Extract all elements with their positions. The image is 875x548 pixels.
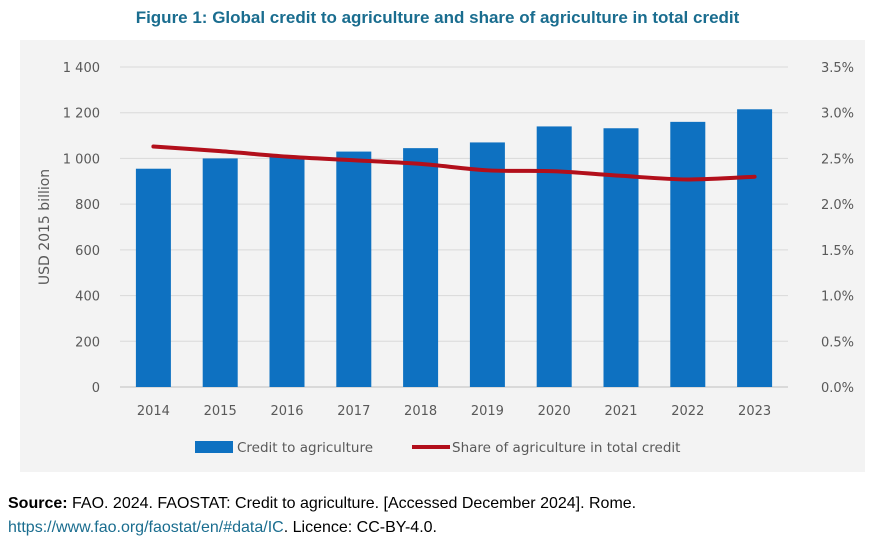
bar [670,121,706,387]
legend-swatch-bar [195,441,233,453]
x-tick-label: 2021 [604,404,637,419]
bar [336,151,372,387]
y2-tick-label: 2.5% [821,152,854,167]
x-tick-label: 2022 [671,404,704,419]
source-link[interactable]: https://www.fao.org/faostat/en/#data/IC [8,519,284,536]
bar [603,128,639,387]
y-tick-label: 600 [75,244,100,259]
bar [403,148,439,387]
x-tick-label: 2023 [738,404,771,419]
bar [469,142,505,387]
bar [536,126,572,387]
bar [135,168,171,387]
legend-label-bar: Credit to agriculture [237,440,373,456]
y2-tick-label: 3.0% [821,107,854,122]
chart-title: Figure 1: Global credit to agriculture a… [135,8,740,27]
source-label: Source: [8,495,68,512]
combo-chart: 0 200 400 600 800 1 000 1 200 1 400 0.0% 0.5% 1.0%… [37,61,854,456]
y2-tick-label: 0.5% [821,335,854,350]
source-text: FAO. 2024. FAOSTAT: Credit to agricultur… [67,495,637,512]
y2-tick-label: 1.0% [821,290,854,305]
source-licence: . Licence: CC-BY-4.0. [283,519,437,536]
y2-tick-label: 3.5% [821,61,854,76]
share-line [151,144,757,182]
y2-tick-label: 0.0% [821,381,854,396]
y2-tick-label: 2.0% [821,198,854,213]
x-tick-label: 2017 [337,404,370,419]
x-tick-label: 2016 [270,404,303,419]
y-tick-label: 200 [75,335,100,350]
y2-tick-label: 1.5% [821,244,854,259]
y-axis-title: USD 2015 billion [37,169,53,285]
x-tick-label: 2020 [538,404,571,419]
x-tick-label: 2015 [204,404,237,419]
x-tick-label: 2019 [471,404,504,419]
y-tick-label: 0 [92,381,100,396]
x-tick-label: 2018 [404,404,437,419]
source-note: Source: FAO. 2024. FAOSTAT: Credit to ag… [8,492,868,540]
bar [737,109,773,388]
y-tick-label: 400 [75,290,100,305]
bar [269,156,305,387]
y-tick-label: 800 [75,198,100,213]
chart-area: 0 200 400 600 800 1 000 1 200 1 400 0.0% 0.5% 1.0%… [20,40,865,472]
y-tick-label: 1 400 [63,61,100,76]
bar [202,158,238,387]
legend-label-line: Share of agriculture in total credit [452,440,680,456]
y-tick-label: 1 200 [63,107,100,122]
y-tick-label: 1 000 [63,152,100,167]
x-tick-label: 2014 [137,404,170,419]
